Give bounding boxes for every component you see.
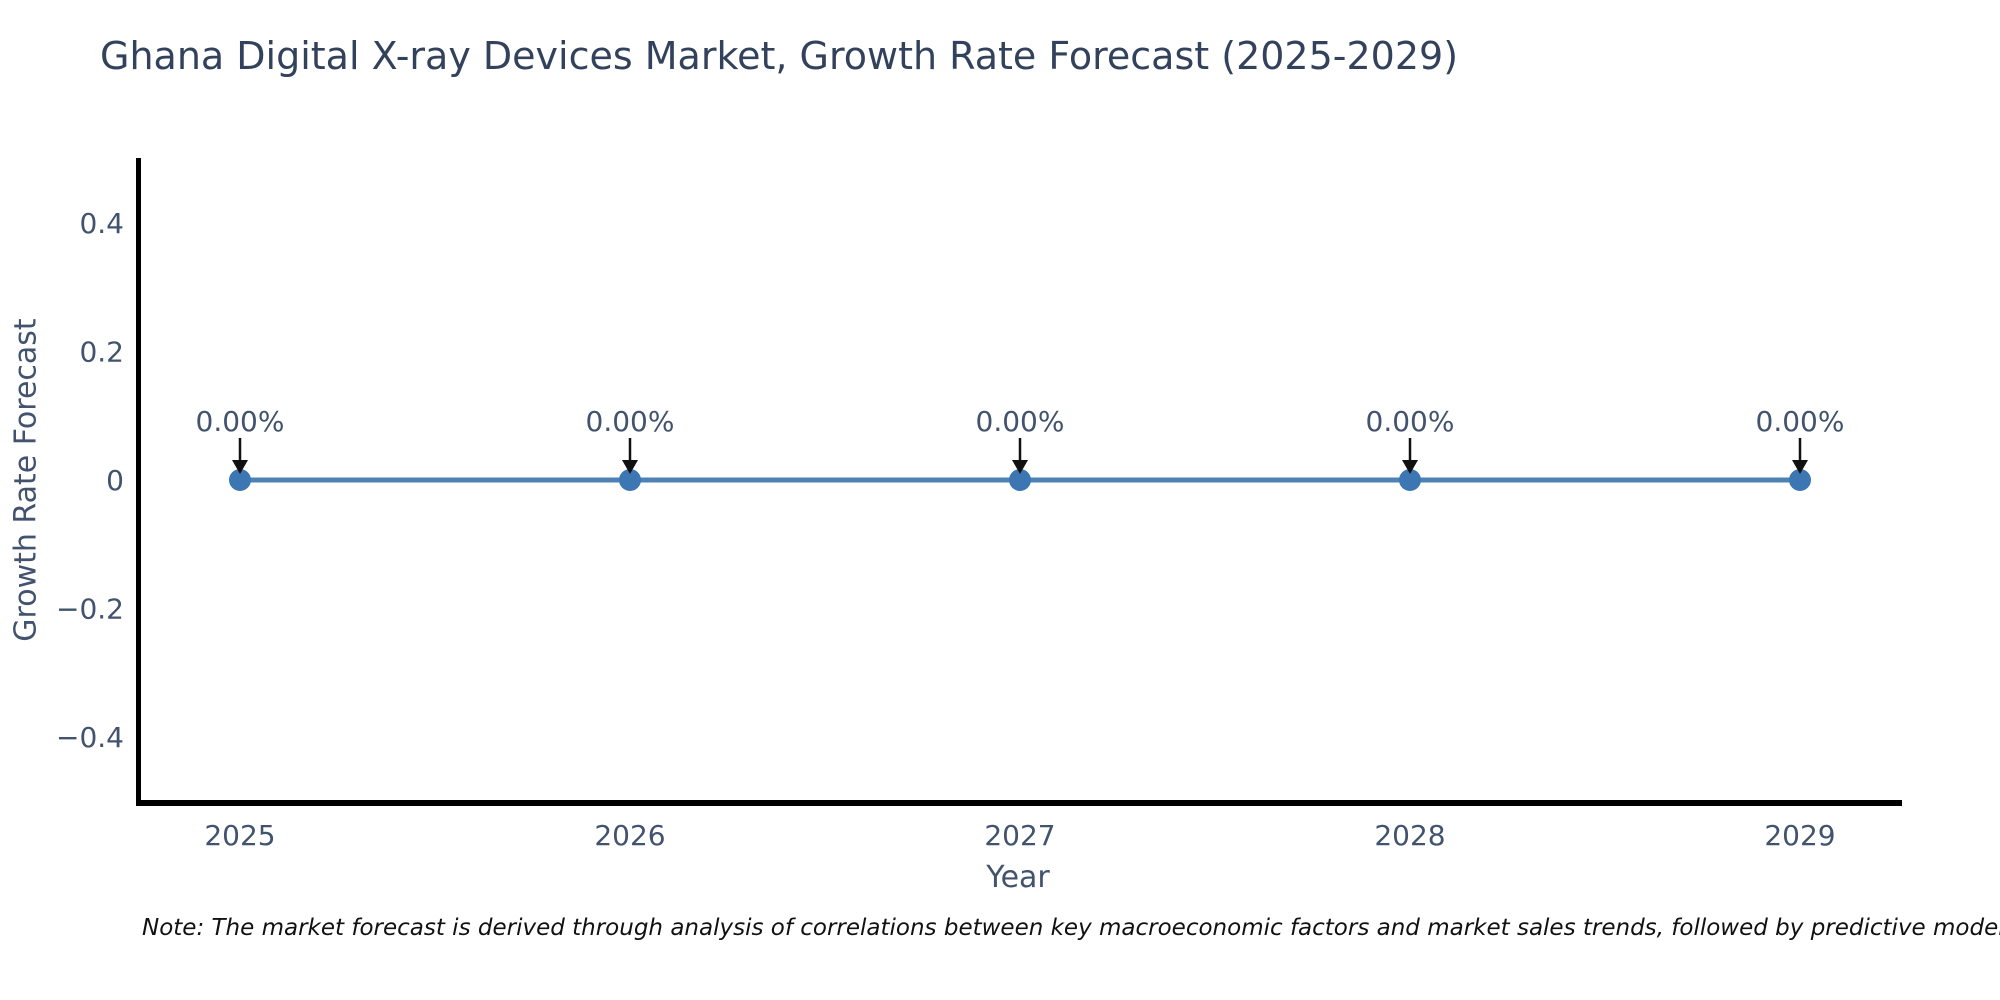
data-point-label: 0.00%	[1366, 405, 1455, 438]
annotation-arrow-head	[622, 460, 638, 474]
data-point-marker	[619, 469, 641, 491]
y-tick-label: −0.2	[56, 593, 124, 626]
x-axis-title: Year	[986, 860, 1050, 895]
data-point-marker	[1399, 469, 1421, 491]
y-tick-label: 0.4	[79, 207, 124, 240]
chart-title: Ghana Digital X-ray Devices Market, Grow…	[100, 34, 1459, 78]
data-point-label: 0.00%	[196, 405, 285, 438]
y-tick-label: 0.2	[79, 335, 124, 368]
x-tick-label: 2027	[984, 819, 1055, 852]
x-tick-label: 2028	[1374, 819, 1445, 852]
x-tick-label: 2025	[204, 819, 275, 852]
annotation-arrow-head	[1792, 460, 1808, 474]
annotation-arrow-head	[232, 460, 248, 474]
data-point-marker	[229, 469, 251, 491]
annotation-arrow-head	[1402, 460, 1418, 474]
y-tick-label: −0.4	[56, 721, 124, 754]
x-axis-spine	[136, 800, 1902, 806]
y-tick-label: 0	[106, 464, 124, 497]
annotation-arrow-head	[1012, 460, 1028, 474]
data-point-label: 0.00%	[586, 405, 675, 438]
footnote: Note: The market forecast is derived thr…	[142, 915, 2000, 941]
x-tick-label: 2026	[594, 819, 665, 852]
data-point-label: 0.00%	[976, 405, 1065, 438]
data-point-label: 0.00%	[1756, 405, 1845, 438]
x-tick-label: 2029	[1764, 819, 1835, 852]
y-axis-spine	[136, 158, 141, 806]
data-point-marker	[1789, 469, 1811, 491]
data-point-marker	[1009, 469, 1031, 491]
